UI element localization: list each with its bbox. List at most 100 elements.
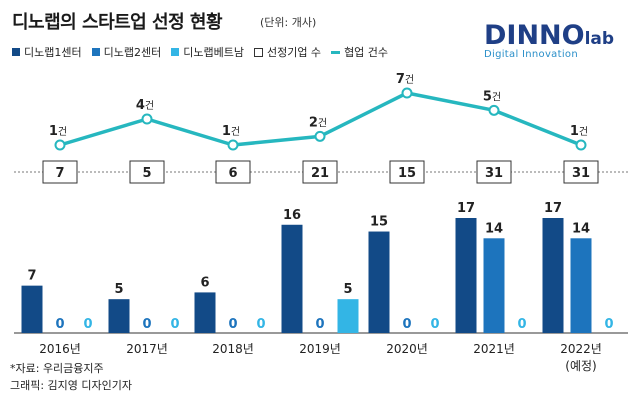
collab-point-1 <box>141 113 153 125</box>
legend-label-center1: 디노랩1센터 <box>24 46 82 59</box>
bar-label-s3-3: 5 <box>343 282 352 297</box>
legend-swatch-selected <box>253 47 263 57</box>
selected-count-3: 21 <box>311 166 329 181</box>
collab-point-6 <box>575 139 587 151</box>
legend-item-collab: 협업 건수 <box>331 44 388 60</box>
legend-label-center2: 디노랩2센터 <box>103 46 162 59</box>
selected-count-5: 31 <box>485 166 503 181</box>
x-tick-label-1: 2017년 <box>126 342 168 356</box>
bar-s1-0 <box>21 285 43 333</box>
collab-label-4: 7건 <box>396 72 414 87</box>
logo-main-text: DINNO <box>484 20 585 51</box>
legend-label-selected: 선정기업 수 <box>266 46 322 59</box>
selected-count-4: 15 <box>398 166 416 181</box>
legend-swatch-vietnam <box>171 48 180 56</box>
legend-item-selected: 선정기업 수 <box>253 44 322 60</box>
legend-swatch-center2 <box>91 48 100 56</box>
collab-unit-0: 건 <box>58 126 67 138</box>
legend-swatch-center1 <box>12 48 20 56</box>
bar-label-s1-1: 5 <box>114 282 123 297</box>
collab-unit-5: 건 <box>492 91 501 103</box>
legend-item-vietnam: 디노랩베트남 <box>171 44 244 60</box>
x-tick-label-0: 2016년 <box>39 342 81 356</box>
bar-label-s1-4: 15 <box>370 215 388 230</box>
selected-count-0: 7 <box>55 166 64 181</box>
zero-label-s2-0: 0 <box>55 317 64 332</box>
zero-label-s3-2: 0 <box>256 317 265 332</box>
selected-box-2 <box>215 160 251 184</box>
collab-point-4 <box>401 87 413 99</box>
footer: *자료: 우리금융지주 그래픽: 김지영 디자인기자 <box>10 360 132 394</box>
bar-label-s1-3: 16 <box>283 208 301 223</box>
legend: 디노랩1센터 디노랩2센터 디노랩베트남 선정기업 수 협업 건수 <box>12 44 388 60</box>
zero-label-s3-1: 0 <box>170 317 179 332</box>
bar-s1-4 <box>368 231 390 333</box>
zero-label-s3-0: 0 <box>83 317 92 332</box>
chart-title: 디노랩의 스타트업 선정 현황 <box>12 12 223 33</box>
zero-label-s3-4: 0 <box>430 317 439 332</box>
x-tick-label-4: 2020년 <box>386 342 428 356</box>
selected-count-1: 5 <box>142 166 151 181</box>
selected-box-0 <box>42 160 78 184</box>
selected-count-2: 6 <box>228 166 237 181</box>
collab-unit-4: 건 <box>405 74 414 86</box>
collab-label-6: 1건 <box>570 124 588 139</box>
selected-box-5 <box>476 160 512 184</box>
zero-label-s3-6: 0 <box>604 317 613 332</box>
x-tick-label-2: 2018년 <box>212 342 254 356</box>
bar-s2-5 <box>483 238 505 333</box>
legend-label-collab: 협업 건수 <box>344 46 389 59</box>
bar-s1-3 <box>281 224 303 333</box>
bar-s1-5 <box>455 218 477 333</box>
collab-unit-6: 건 <box>579 126 588 138</box>
zero-label-s3-5: 0 <box>517 317 526 332</box>
collab-unit-2: 건 <box>231 126 240 138</box>
zero-label-s2-1: 0 <box>142 317 151 332</box>
collab-label-0: 1건 <box>49 124 67 139</box>
selected-box-6 <box>563 160 599 184</box>
unit-label: (단위: 개사) <box>260 16 317 29</box>
bar-label-s1-6: 17 <box>544 201 562 216</box>
credit-note: 그래픽: 김지영 디자인기자 <box>10 379 133 392</box>
collab-unit-3: 건 <box>318 117 327 129</box>
bar-s1-1 <box>108 299 130 333</box>
source-note: *자료: 우리금융지주 <box>10 362 104 375</box>
x-tick-label-6: 2022년 <box>560 342 602 356</box>
collab-label-1: 4건 <box>136 98 154 113</box>
logo-subtitle: Digital Innovation <box>484 49 578 60</box>
collab-point-5 <box>488 104 500 116</box>
selected-count-6: 31 <box>572 166 590 181</box>
dinnolab-logo: DINNOlab Digital Innovation <box>484 20 634 60</box>
bar-s3-3 <box>337 299 359 333</box>
bar-label-s1-0: 7 <box>27 269 36 284</box>
selected-box-1 <box>129 160 165 184</box>
zero-label-s2-3: 0 <box>315 317 324 332</box>
zero-label-s2-2: 0 <box>228 317 237 332</box>
legend-swatch-collab <box>331 50 341 54</box>
bar-s2-6 <box>570 238 592 333</box>
collab-point-2 <box>227 139 239 151</box>
bar-label-s1-5: 17 <box>457 201 475 216</box>
bar-label-s2-5: 14 <box>485 221 503 236</box>
bar-label-s1-2: 6 <box>200 275 209 290</box>
x-tick-note-6: (예정) <box>565 359 596 373</box>
bar-s1-6 <box>542 218 564 333</box>
x-tick-label-3: 2019년 <box>299 342 341 356</box>
collab-unit-1: 건 <box>145 100 154 112</box>
x-tick-label-5: 2021년 <box>473 342 515 356</box>
bar-s1-2 <box>194 292 216 333</box>
legend-item-center2: 디노랩2센터 <box>91 44 162 60</box>
zero-label-s2-4: 0 <box>402 317 411 332</box>
collab-point-3 <box>314 130 326 142</box>
collab-label-3: 2건 <box>309 115 327 130</box>
legend-item-center1: 디노랩1센터 <box>12 44 82 60</box>
selected-box-4 <box>389 160 425 184</box>
collab-label-5: 5건 <box>483 89 501 104</box>
logo-lab-text: lab <box>584 29 615 49</box>
collab-point-0 <box>54 139 66 151</box>
collab-label-2: 1건 <box>222 124 240 139</box>
legend-label-vietnam: 디노랩베트남 <box>183 46 244 59</box>
bar-label-s2-6: 14 <box>572 221 590 236</box>
selected-box-3 <box>302 160 338 184</box>
